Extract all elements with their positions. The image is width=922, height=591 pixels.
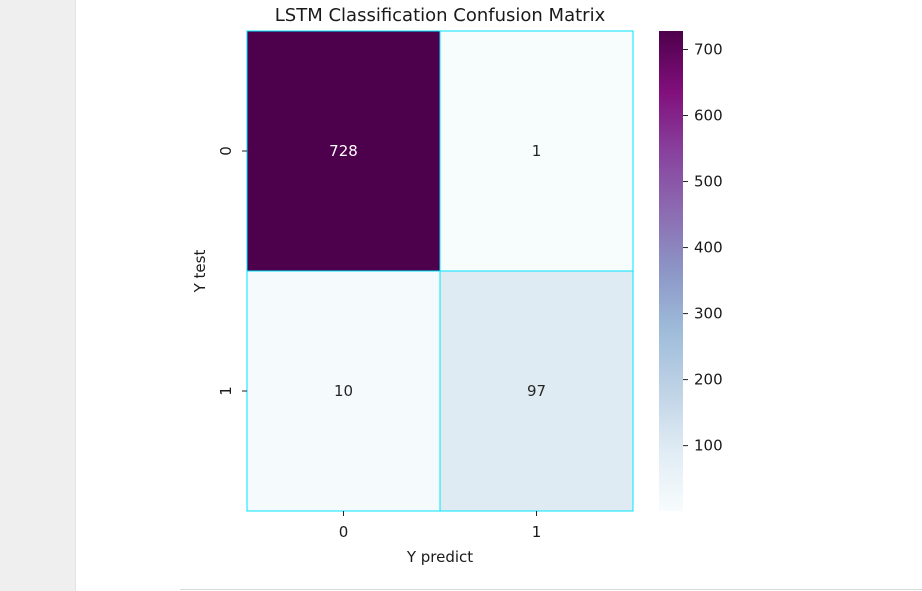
y-tick-label: 0 [217,146,235,156]
y-tick-label: 1 [217,386,235,396]
heatmap-cells: 728 1 10 97 [246,30,634,512]
cell-value-label: 1 [532,142,542,160]
x-tick-label: 0 [339,523,349,541]
y-axis-label: Y test [191,250,209,294]
heatmap-cell-0-1 [439,30,634,272]
cell-value-label: 728 [329,142,358,160]
colorbar-tick-label: 200 [694,371,723,389]
colorbar-tick-label: 100 [694,437,723,455]
colorbar-tick-label: 300 [694,305,723,323]
colorbar [659,31,683,511]
cell-value-label: 97 [527,382,546,400]
heatmap-cell-1-0 [246,270,441,512]
x-axis-label: Y predict [406,548,473,566]
output-divider [180,589,922,590]
y-axis-ticks: 01 [217,146,247,396]
cell-value-label: 10 [334,382,353,400]
notebook-left-gutter [0,0,76,591]
chart-title: LSTM Classification Confusion Matrix [275,5,606,26]
colorbar-tick-label: 600 [694,107,723,125]
colorbar-tick-label: 700 [694,40,723,58]
x-tick-label: 1 [532,523,542,541]
heatmap-cell-0-0 [246,30,441,272]
colorbar-tick-label: 400 [694,239,723,257]
colorbar-ticks: 100 200 300 400 500 600 700 [683,40,723,455]
colorbar-tick-label: 500 [694,173,723,191]
heatmap-cell-1-1 [439,270,634,512]
